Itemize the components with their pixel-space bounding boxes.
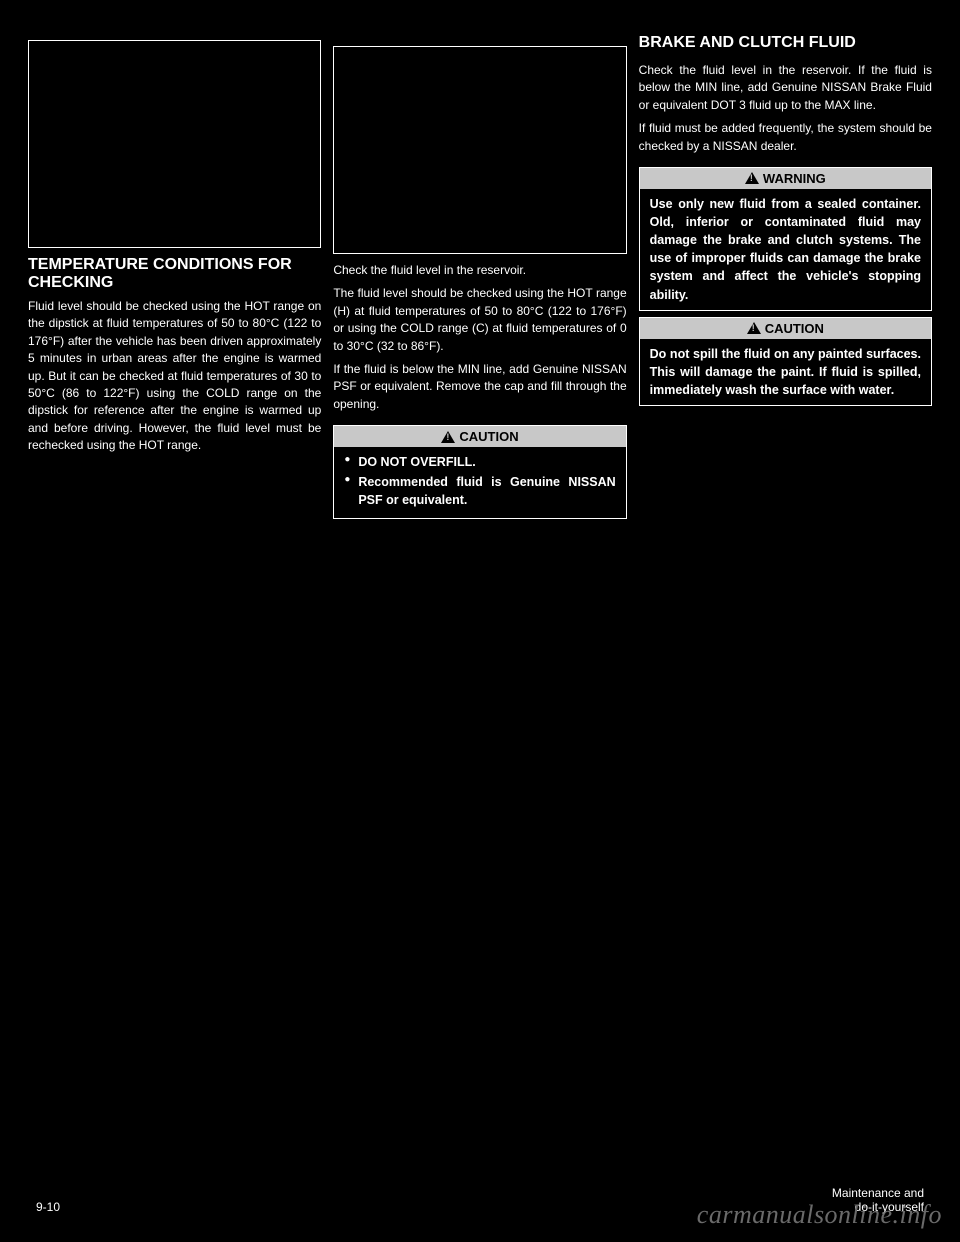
column-2: Check the fluid level in the reservoir. …: [333, 18, 626, 519]
footer-right-line1: Maintenance and: [832, 1186, 924, 1200]
col3-warning-box: WARNING Use only new fluid from a sealed…: [639, 167, 932, 311]
col3-caution-header: CAUTION: [640, 318, 931, 339]
col2-caution-label: CAUTION: [459, 429, 518, 444]
col2-paragraph-1: Check the fluid level in the reservoir.: [333, 262, 626, 279]
warning-triangle-icon: [747, 322, 761, 334]
col3-caution-label: CAUTION: [765, 321, 824, 336]
col3-title-wrap: BRAKE AND CLUTCH FLUID: [639, 18, 932, 62]
col3-paragraph-1: Check the fluid level in the reservoir. …: [639, 62, 932, 114]
col2-caution-list: DO NOT OVERFILL. Recommended fluid is Ge…: [344, 453, 615, 509]
col1-paragraph-1: Fluid level should be checked using the …: [28, 298, 321, 455]
col2-paragraph-3: If the fluid is below the MIN line, add …: [333, 361, 626, 413]
col3-caution-body: Do not spill the fluid on any painted su…: [640, 339, 931, 405]
col2-caution-body: DO NOT OVERFILL. Recommended fluid is Ge…: [334, 447, 625, 517]
column-3: BRAKE AND CLUTCH FLUID Check the fluid l…: [639, 18, 932, 519]
warning-triangle-icon: [745, 172, 759, 184]
col3-warning-body: Use only new fluid from a sealed contain…: [640, 189, 931, 310]
col2-paragraph-2: The fluid level should be checked using …: [333, 285, 626, 355]
col3-warning-label: WARNING: [763, 171, 826, 186]
column-1: TEMPERATURE CONDITIONS FOR CHECKING Flui…: [28, 18, 321, 519]
col2-caution-box: CAUTION DO NOT OVERFILL. Recommended flu…: [333, 425, 626, 518]
col1-title: TEMPERATURE CONDITIONS FOR CHECKING: [28, 256, 321, 292]
col2-caution-item-0: DO NOT OVERFILL.: [344, 453, 615, 471]
col3-title: BRAKE AND CLUTCH FLUID: [639, 34, 856, 56]
col3-caution-box: CAUTION Do not spill the fluid on any pa…: [639, 317, 932, 406]
col2-graphic-placeholder: [333, 46, 626, 254]
columns-area: TEMPERATURE CONDITIONS FOR CHECKING Flui…: [0, 0, 960, 519]
watermark: carmanualsonline.info: [697, 1200, 942, 1230]
col3-warning-header: WARNING: [640, 168, 931, 189]
col2-caution-header: CAUTION: [334, 426, 625, 447]
col2-title: [333, 18, 626, 40]
page: TEMPERATURE CONDITIONS FOR CHECKING Flui…: [0, 0, 960, 1242]
footer-page-number: 9-10: [36, 1200, 60, 1214]
warning-triangle-icon: [441, 431, 455, 443]
col3-paragraph-2: If fluid must be added frequently, the s…: [639, 120, 932, 155]
col1-graphic-placeholder: [28, 40, 321, 248]
col2-caution-item-1: Recommended fluid is Genuine NISSAN PSF …: [344, 473, 615, 509]
col1-title-spacer: [28, 18, 321, 40]
